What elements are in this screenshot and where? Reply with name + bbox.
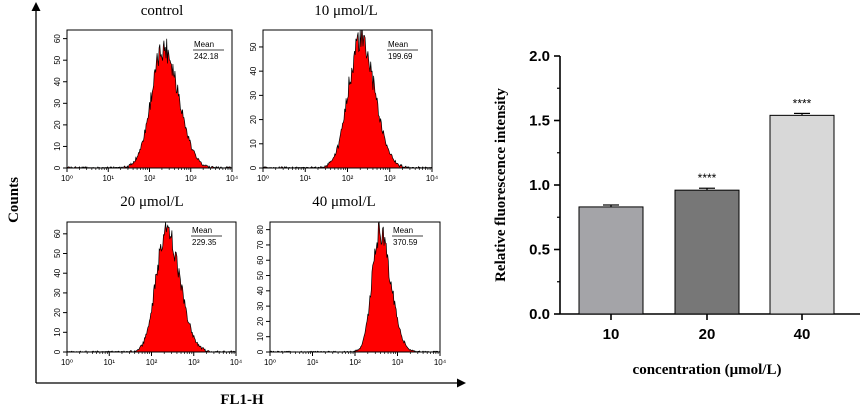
x-tick-label: 10⁴ (426, 174, 439, 183)
bar-x-tick-label: 20 (699, 326, 716, 343)
y-tick-label: 0 (249, 165, 258, 170)
histogram-title: control (141, 3, 184, 19)
histogram-title: 40 μmol/L (312, 194, 375, 210)
bar-20 (674, 189, 740, 315)
x-tick-label: 10² (349, 358, 361, 367)
y-tick-label: 10 (256, 332, 265, 341)
bar-x-tick-label: 10 (603, 326, 620, 343)
x-tick-label: 10¹ (307, 358, 319, 367)
y-tick-label: 70 (256, 240, 265, 249)
x-tick-label: 10⁰ (61, 174, 73, 183)
y-tick-label: 60 (256, 255, 265, 264)
y-tick-label: 30 (249, 90, 258, 99)
x-tick-label: 10⁴ (230, 358, 243, 367)
y-tick-label: 30 (53, 288, 62, 297)
mean-label: Mean (388, 40, 408, 49)
bar-y-tick-label: 0.5 (529, 242, 550, 259)
mean-value: 370.59 (393, 238, 418, 247)
bar-chart-xlabel: concentration (μmol/L) (633, 362, 782, 378)
left-figure-axes: Counts FL1-H (6, 2, 466, 408)
y-tick-label: 0 (256, 349, 265, 354)
y-tick-label: 60 (53, 34, 62, 43)
bar-10 (578, 206, 644, 315)
histogram-panel-20: 20 μmol/L 0 10 20 30 40 50 60 10⁰ 10¹ 10² 10³ 10⁴ Mea… (53, 194, 243, 367)
y-tick-label: 10 (53, 327, 62, 336)
y-tick-label: 40 (53, 77, 62, 86)
histogram-title: 20 μmol/L (120, 194, 183, 210)
y-tick-label: 50 (53, 249, 62, 258)
x-tick-label: 10³ (188, 358, 200, 367)
y-tick-label: 80 (256, 225, 265, 234)
x-tick-label: 10⁰ (264, 358, 276, 367)
bar-40 (769, 114, 835, 315)
x-tick-label: 10² (342, 174, 354, 183)
bar-y-tick-label: 1.5 (529, 113, 550, 130)
mean-value: 242.18 (194, 52, 219, 61)
bar-chart-ylabel: Relative fluorescence intensity (493, 88, 509, 282)
y-tick-label: 20 (53, 120, 62, 129)
x-tick-label: 10² (144, 174, 156, 183)
counts-axis-label: Counts (6, 177, 22, 223)
mean-value: 229.35 (192, 238, 217, 247)
y-tick-label: 50 (249, 42, 258, 51)
histogram-panel-control: control 0 10 20 30 40 50 60 10⁰ 10¹ 10² 10³ 10⁴ Mean 2… (53, 3, 239, 183)
left-vertical-axis-arrow (31, 2, 41, 11)
bar-y-tick-label: 0.0 (529, 306, 550, 323)
x-tick-label: 10⁰ (61, 358, 73, 367)
y-tick-label: 20 (53, 308, 62, 317)
x-tick-label: 10³ (185, 174, 197, 183)
y-tick-label: 10 (53, 141, 62, 150)
y-tick-label: 40 (256, 286, 265, 295)
left-horizontal-axis-arrow (457, 378, 466, 388)
y-tick-label: 30 (53, 98, 62, 107)
y-tick-label: 20 (256, 316, 265, 325)
bar-y-tick-label: 2.0 (529, 48, 550, 65)
y-tick-label: 0 (53, 165, 62, 170)
significance-marker: **** (698, 171, 717, 185)
x-tick-label: 10² (146, 358, 158, 367)
bar-y-tick-label: 1.0 (529, 177, 550, 194)
significance-marker: **** (793, 96, 812, 110)
x-tick-label: 10⁴ (226, 174, 239, 183)
y-tick-label: 10 (249, 139, 258, 148)
y-tick-label: 40 (249, 66, 258, 75)
mean-label: Mean (393, 226, 413, 235)
y-tick-label: 0 (53, 349, 62, 354)
y-tick-label: 50 (256, 271, 265, 280)
histogram-series (262, 29, 433, 169)
y-tick-label: 30 (256, 301, 265, 310)
y-tick-label: 20 (249, 115, 258, 124)
x-tick-label: 10⁰ (257, 174, 269, 183)
x-tick-label: 10³ (384, 174, 396, 183)
histogram-panel-10: 10 μmol/L 0 10 20 30 40 50 10⁰ 10¹ 10² 10³ 10⁴ Mean 1… (249, 3, 439, 183)
x-tick-label: 10⁴ (434, 358, 447, 367)
x-tick-label: 10¹ (103, 358, 115, 367)
y-tick-label: 50 (53, 55, 62, 64)
bar-chart: Relative fluorescence intensity concentr… (493, 48, 860, 378)
x-tick-label: 10¹ (102, 174, 114, 183)
fl1h-axis-label: FL1-H (220, 392, 264, 408)
y-tick-label: 40 (53, 268, 62, 277)
x-tick-label: 10¹ (299, 174, 311, 183)
x-tick-label: 10³ (392, 358, 404, 367)
mean-value: 199.69 (388, 52, 413, 61)
bar-x-tick-label: 40 (794, 326, 811, 343)
mean-label: Mean (192, 226, 212, 235)
mean-label: Mean (194, 40, 214, 49)
histogram-title: 10 μmol/L (314, 3, 377, 19)
y-tick-label: 60 (53, 229, 62, 238)
histogram-panel-40: 40 μmol/L 0 10 20 30 40 50 60 70 80 10⁰ 10¹ 10² 10³ 10… (256, 194, 447, 367)
